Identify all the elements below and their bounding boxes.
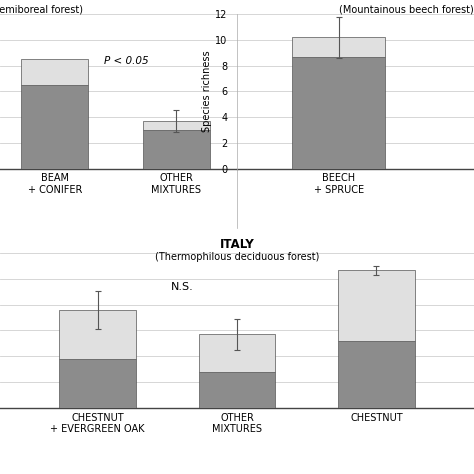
Y-axis label: Species richness: Species richness [202, 51, 212, 132]
Text: N.S.: N.S. [171, 283, 193, 292]
Text: ITALY: ITALY [219, 238, 255, 251]
Text: (Mountainous beech forest): (Mountainous beech forest) [339, 5, 474, 15]
Bar [21, 59, 88, 85]
Bar [199, 372, 275, 408]
Bar [292, 57, 385, 168]
Bar [143, 121, 210, 130]
Text: P < 0.05: P < 0.05 [104, 55, 149, 65]
Bar [199, 334, 275, 372]
Text: POLAND: POLAND [0, 0, 43, 2]
Text: ROMANIA: ROMANIA [410, 0, 474, 2]
Bar [143, 130, 210, 168]
Bar [338, 341, 415, 408]
Bar [59, 359, 136, 408]
Text: (Thermophilous deciduous forest): (Thermophilous deciduous forest) [155, 252, 319, 262]
Bar [59, 310, 136, 359]
Text: (Hemiboreal forest): (Hemiboreal forest) [0, 5, 83, 15]
Bar [292, 37, 385, 57]
Bar [21, 85, 88, 168]
Bar [338, 270, 415, 341]
